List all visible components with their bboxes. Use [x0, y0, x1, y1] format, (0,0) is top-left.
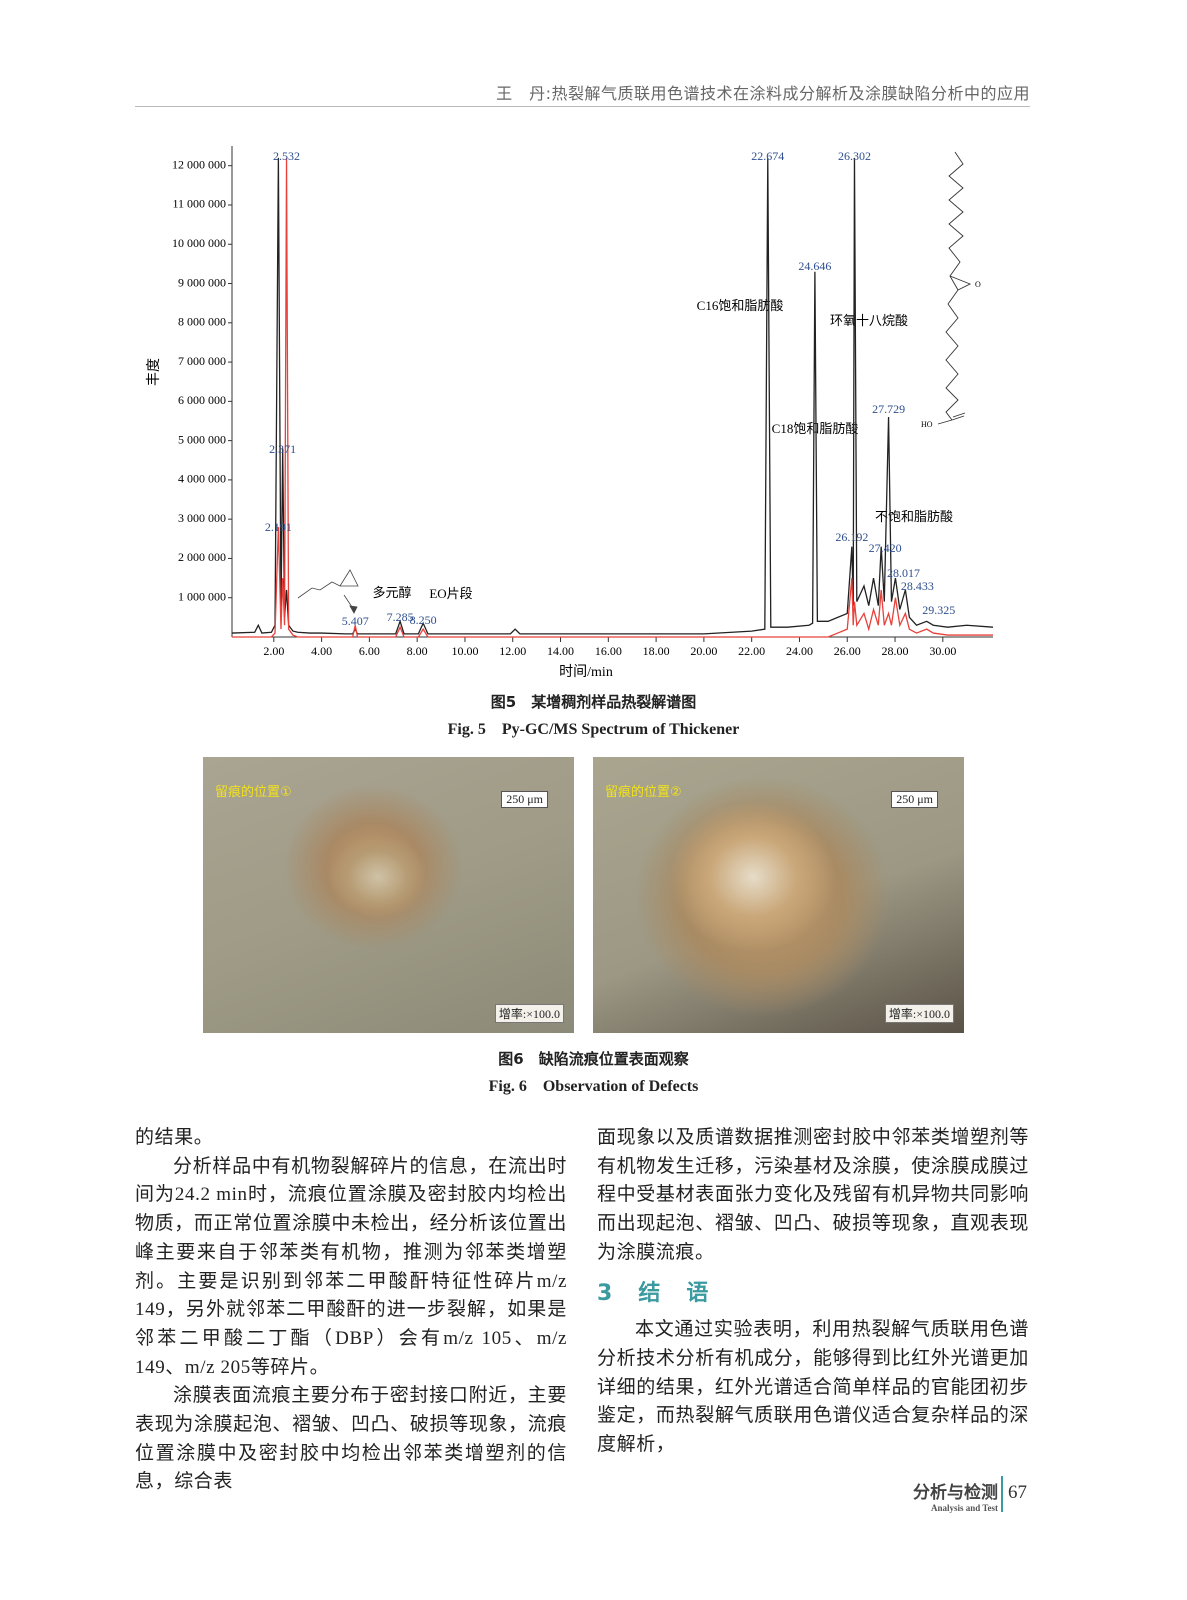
peak-label: 27.729 — [872, 402, 905, 416]
x-tick-label: 16.00 — [595, 644, 622, 658]
peak-label: 28.017 — [887, 566, 920, 580]
peak-label: 2.191 — [265, 520, 292, 534]
peak-label: 7.285 — [387, 610, 414, 624]
y-tick-label: 2 000 000 — [178, 550, 226, 564]
polyol-sketch — [297, 569, 359, 614]
magnification: 增率:×100.0 — [494, 1004, 564, 1023]
y-tick-label: 7 000 000 — [178, 354, 226, 368]
x-tick-label: 20.00 — [690, 644, 717, 658]
text-column: 面现象以及质谱数据推测密封胶中邻苯类增塑剂等有机物发生迁移，污染基材及涂膜，使涂… — [597, 1124, 1029, 1460]
annotation: EO片段 — [429, 586, 472, 601]
y-tick-label: 6 000 000 — [178, 393, 226, 407]
chromatogram-trace — [231, 157, 994, 635]
micrograph: 留痕的位置① 250 μm 增率:×100.0 — [203, 757, 574, 1033]
y-tick-label: 4 000 000 — [178, 472, 226, 486]
peak-label: 2.532 — [273, 149, 300, 163]
paragraph: 本文通过实验表明，利用热裂解气质联用色谱分析技术分析有机成分，能够得到比红外光谱… — [597, 1319, 1029, 1456]
magnification: 增率:×100.0 — [884, 1004, 954, 1023]
x-tick-label: 30.00 — [929, 644, 956, 658]
x-tick-label: 22.00 — [738, 644, 765, 658]
x-tick-label: 10.00 — [451, 644, 478, 658]
y-axis-title: 丰度 — [146, 358, 162, 386]
micrograph-label: 留痕的位置② — [605, 785, 682, 800]
micrograph-label: 留痕的位置① — [215, 785, 292, 800]
x-tick-label: 24.00 — [786, 644, 813, 658]
x-axis-title: 时间/min — [559, 664, 613, 680]
epoxy-acid-structure — [937, 151, 972, 425]
paragraph: 的结果。 — [135, 1127, 214, 1148]
section-title: 结 语 — [638, 1280, 711, 1306]
journal-block: 分析与检测 Analysis and Test — [900, 1478, 998, 1513]
micrograph: 留痕的位置② 250 μm 增率:×100.0 — [593, 757, 964, 1033]
x-tick-label: 18.00 — [643, 644, 670, 658]
x-tick-label: 4.00 — [311, 644, 332, 658]
section-number: 3 — [597, 1280, 615, 1306]
chart: 丰度 时间/min C16饱和脂肪酸 C18饱和脂肪酸 环氧十八烷酸 不饱和脂肪… — [146, 146, 994, 680]
peak-label: 22.674 — [751, 149, 784, 163]
running-header: 王 丹:热裂解气质联用色谱技术在涂料成分解析及涂膜缺陷分析中的应用 — [135, 80, 1030, 107]
journal-name-en: Analysis and Test — [930, 1503, 998, 1513]
figure-caption-cn: 图6 缺陷流痕位置表面观察 — [498, 1050, 689, 1068]
x-tick-label: 8.00 — [407, 644, 428, 658]
figure-caption-cn: 图5 某增稠剂样品热裂解谱图 — [490, 693, 697, 711]
page-number: 67 — [1008, 1482, 1027, 1503]
structure-label: HO — [921, 420, 933, 429]
peak-label: 2.371 — [269, 442, 296, 456]
paragraph: 分析样品中有机物裂解碎片的信息，在流出时间为24.2 min时，流痕位置涂膜及密… — [135, 1155, 567, 1378]
text-column: 的结果。 分析样品中有机物裂解碎片的信息，在流出时间为24.2 min时，流痕位… — [135, 1124, 567, 1497]
x-tick-label: 2.00 — [263, 644, 284, 658]
x-tick-label: 12.00 — [499, 644, 526, 658]
figure-caption-en: Fig. 6 Observation of Defects — [488, 1078, 699, 1095]
peak-label: 8.250 — [410, 613, 437, 627]
section-heading: 3 结 语 — [597, 1280, 1029, 1309]
x-tick-label: 6.00 — [359, 644, 380, 658]
y-tick-label: 1 000 000 — [178, 589, 226, 603]
y-tick-label: 5 000 000 — [178, 432, 226, 446]
y-tick-label: 8 000 000 — [178, 315, 226, 329]
paragraph: 面现象以及质谱数据推测密封胶中邻苯类增塑剂等有机物发生迁移，污染基材及涂膜，使涂… — [597, 1127, 1029, 1263]
peak-label: 28.433 — [901, 579, 934, 593]
annotation: C18饱和脂肪酸 — [772, 421, 859, 436]
y-tick-label: 12 000 000 — [172, 157, 226, 171]
structure-label: O — [975, 280, 981, 289]
annotation: C16饱和脂肪酸 — [697, 298, 784, 313]
y-tick-label: 9 000 000 — [178, 275, 226, 289]
scale-bar: 250 μm — [501, 791, 548, 808]
peak-label: 26.192 — [835, 530, 868, 544]
peak-label: 24.646 — [798, 259, 831, 273]
x-tick-label: 14.00 — [547, 644, 574, 658]
annotation: 多元醇 — [372, 585, 411, 600]
journal-name: 分析与检测 — [913, 1483, 998, 1503]
annotation: 环氧十八烷酸 — [830, 313, 908, 328]
annotation: 不饱和脂肪酸 — [875, 509, 953, 524]
x-tick-label: 26.00 — [834, 644, 861, 658]
chromatogram-trace — [232, 157, 993, 638]
y-tick-label: 11 000 000 — [172, 197, 226, 211]
peak-label: 26.302 — [838, 149, 871, 163]
peak-label: 27.420 — [869, 541, 902, 555]
y-tick-label: 3 000 000 — [178, 511, 226, 525]
paragraph: 涂膜表面流痕主要分布于密封接口附近，主要表现为涂膜起泡、褶皱、凹凸、破损等现象，… — [135, 1385, 567, 1493]
x-tick-label: 28.00 — [882, 644, 909, 658]
footer-rule — [1001, 1476, 1003, 1512]
y-tick-label: 10 000 000 — [172, 236, 226, 250]
peak-label: 29.325 — [922, 603, 955, 617]
figure-caption-en: Fig. 5 Py-GC/MS Spectrum of Thickener — [447, 721, 740, 738]
scale-bar: 250 μm — [891, 791, 938, 808]
peak-label: 5.407 — [342, 614, 369, 628]
